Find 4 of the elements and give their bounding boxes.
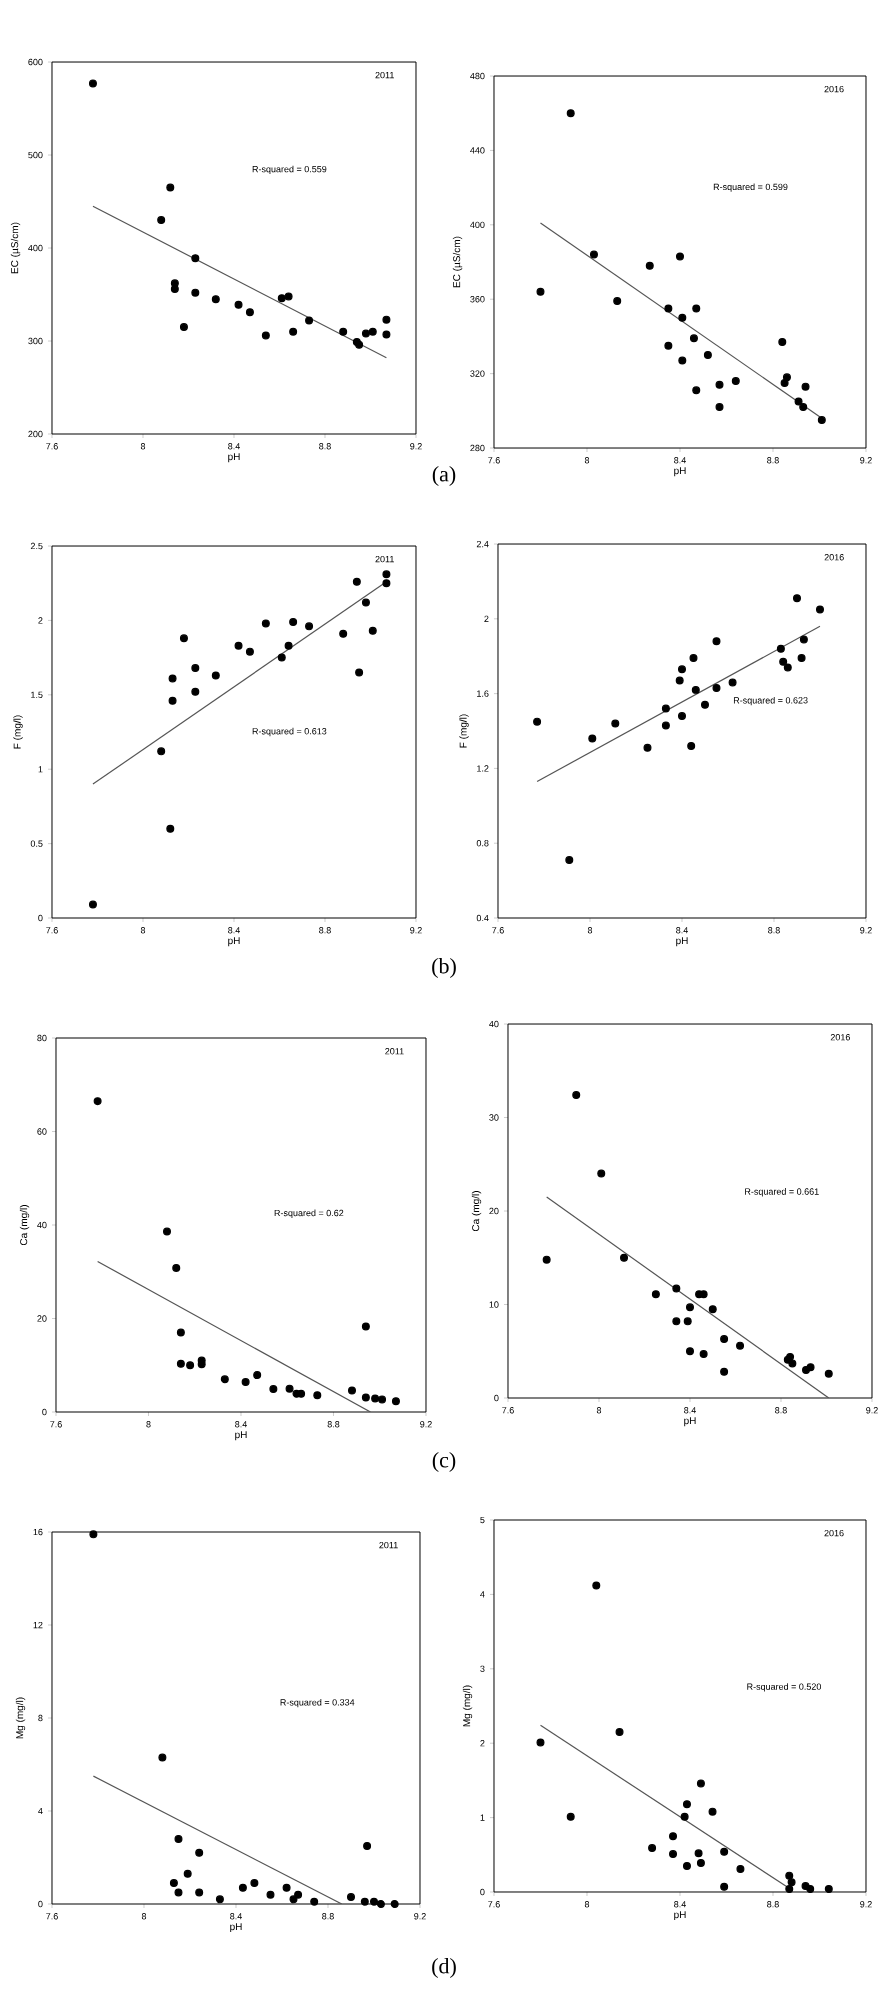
text: (b): [432, 958, 456, 978]
text: (c): [432, 1452, 456, 1472]
text: (a): [432, 466, 456, 486]
text: (d): [432, 1958, 456, 1978]
